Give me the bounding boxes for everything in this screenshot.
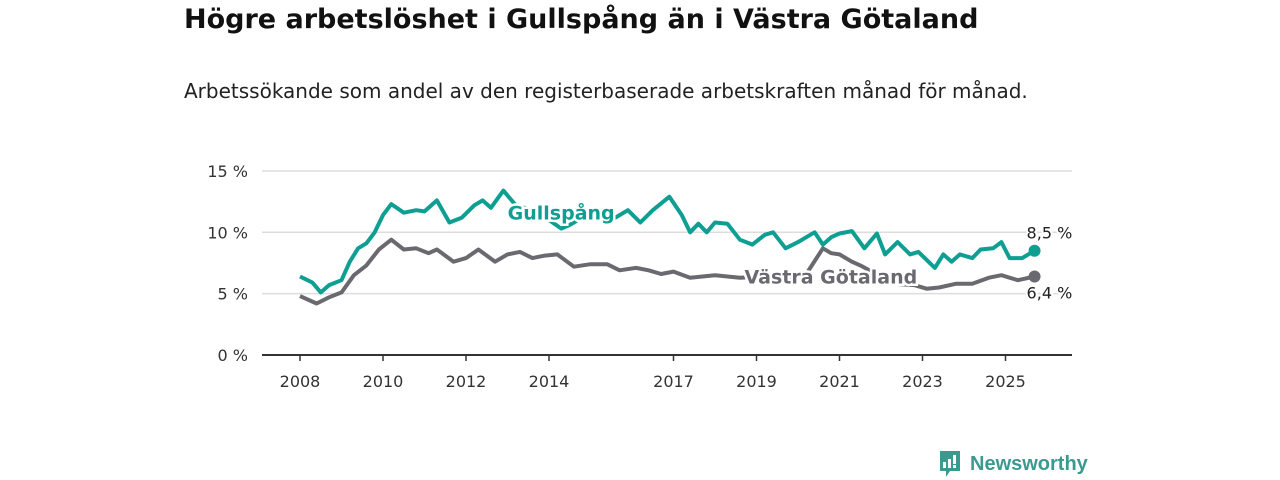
end-value-label: 8,5 % (1027, 224, 1073, 243)
logo-text: Newsworthy (970, 452, 1088, 475)
x-tick-label: 2021 (819, 372, 860, 391)
y-tick-label: 10 % (207, 223, 248, 242)
x-tick-label: 2008 (280, 372, 321, 391)
x-tick-label: 2017 (653, 372, 694, 391)
x-tick-label: 2012 (446, 372, 487, 391)
x-tick-label: 2010 (363, 372, 404, 391)
newsworthy-logo-icon (940, 451, 960, 477)
series-label: Västra Götaland (745, 266, 918, 288)
chart-title: Högre arbetslöshet i Gullspång än i Väst… (184, 4, 979, 35)
chart-subtitle: Arbetssökande som andel av den registerb… (184, 79, 1028, 103)
newsworthy-logo: Newsworthy (938, 449, 1088, 479)
x-tick-label: 2014 (529, 372, 570, 391)
x-tick-label: 2025 (985, 372, 1026, 391)
series-label: Gullspång (508, 201, 615, 225)
x-tick-label: 2019 (736, 372, 777, 391)
y-tick-label: 5 % (218, 285, 248, 304)
series-line-0 (299, 188, 1036, 295)
y-tick-label: 0 % (218, 346, 248, 365)
series-end-marker (1028, 244, 1041, 257)
series-end-marker (1028, 270, 1041, 283)
end-value-label: 6,4 % (1027, 283, 1073, 302)
y-tick-label: 15 % (207, 162, 248, 181)
x-tick-label: 2023 (902, 372, 943, 391)
